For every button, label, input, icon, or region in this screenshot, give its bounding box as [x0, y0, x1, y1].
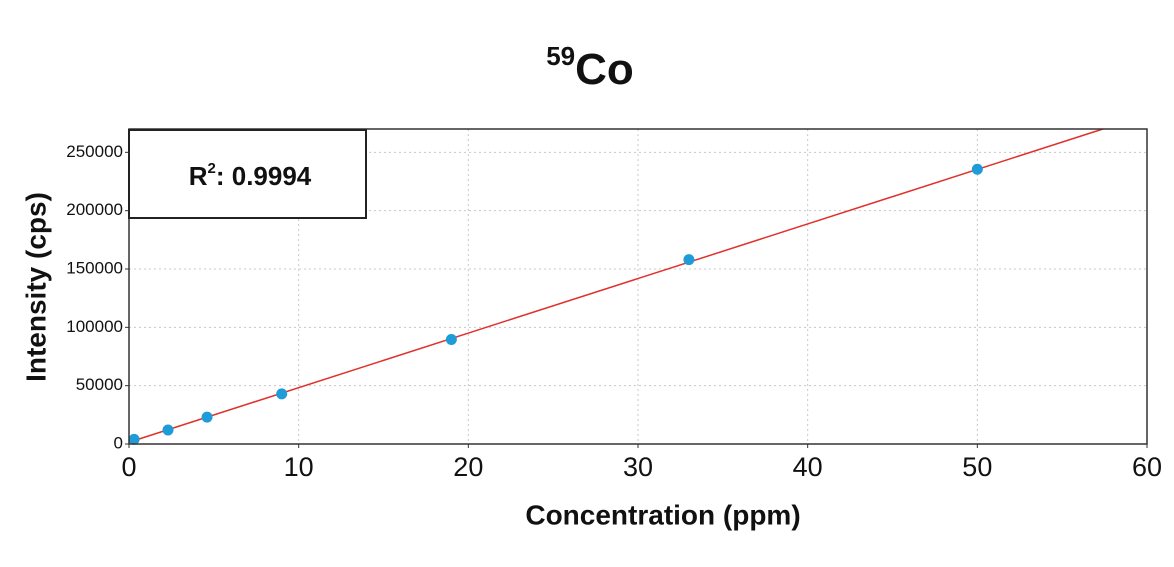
data-point: [971, 163, 983, 175]
chart-title: 59Co: [546, 41, 634, 94]
data-point: [201, 411, 213, 423]
y-tick-label: 50000: [76, 375, 123, 394]
x-tick-label: 60: [1132, 452, 1162, 482]
data-point: [162, 424, 174, 436]
annotation-box: [128, 129, 367, 219]
data-point: [683, 254, 695, 266]
y-tick-label: 150000: [66, 258, 123, 277]
title-superscript: 59: [546, 41, 575, 71]
y-tick-label: 100000: [66, 317, 123, 336]
annotation-superscript: 2: [208, 160, 216, 177]
annotation-text: R: [189, 161, 208, 191]
y-tick-label: 200000: [66, 200, 123, 219]
x-tick-label: 0: [121, 452, 136, 482]
x-tick-label: 30: [623, 452, 653, 482]
x-tick-label: 20: [453, 452, 483, 482]
annotation: R2: 0.9994: [189, 160, 312, 191]
data-point: [276, 388, 288, 400]
fit-line: [128, 128, 1104, 443]
y-tick-label: 250000: [66, 142, 123, 161]
data-point: [445, 333, 457, 345]
y-tick-label: 0: [114, 433, 123, 452]
title-text: Co: [575, 45, 634, 94]
data-point: [128, 433, 140, 445]
x-axis-label: Concentration (ppm): [525, 499, 800, 530]
annotation-suffix: : 0.9994: [216, 161, 312, 191]
plot-area: [128, 128, 1148, 445]
y-axis-label: Intensity (cps): [20, 192, 51, 382]
x-tick-label: 40: [793, 452, 823, 482]
x-tick-label: 10: [284, 452, 314, 482]
x-tick-label: 50: [962, 452, 992, 482]
